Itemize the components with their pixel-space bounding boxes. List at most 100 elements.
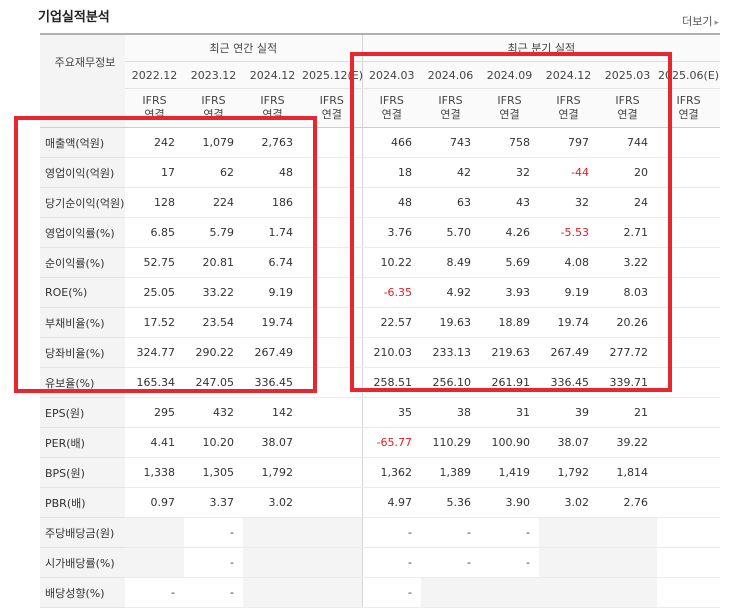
period-header: 2025.06(E) <box>657 61 721 89</box>
table-cell: 6.74 <box>243 247 302 278</box>
table-cell <box>302 307 363 338</box>
table-cell <box>480 577 540 608</box>
table-cell: 258.51 <box>362 367 422 398</box>
table-cell: 32 <box>480 157 540 188</box>
ifrs-line2: 연결 <box>617 108 638 121</box>
row-label: 유보율(%) <box>40 367 125 398</box>
table-cell <box>302 577 363 608</box>
table-cell: 142 <box>243 397 302 428</box>
table-cell: - <box>421 547 481 578</box>
table-row: PBR(배) 0.97 3.37 3.02 4.97 5.36 3.90 3.02 2.76 <box>40 487 721 518</box>
more-link[interactable]: 더보기 ▸ <box>682 13 719 29</box>
table-body: 매출액(억원) 242 1,079 2,763 466 743 758 797 744 영업이익(… <box>40 127 721 608</box>
table-cell <box>243 547 302 578</box>
table-cell: 9.19 <box>243 277 302 308</box>
table-cell: 1,792 <box>243 457 302 488</box>
table-cell: 339.71 <box>598 367 658 398</box>
table-cell: 25.05 <box>125 277 184 308</box>
table-cell: 10.22 <box>362 247 422 278</box>
table-cell: 758 <box>480 127 540 158</box>
table-cell: 1.74 <box>243 217 302 248</box>
table-cell: 186 <box>243 187 302 218</box>
table-cell <box>539 547 599 578</box>
row-label: PER(배) <box>40 427 125 458</box>
table-cell: 5.79 <box>184 217 243 248</box>
ifrs-line2: 연결 <box>321 108 342 121</box>
table-cell: 2,763 <box>243 127 302 158</box>
table-cell <box>302 247 363 278</box>
table-cell: 110.29 <box>421 427 481 458</box>
table-cell: 295 <box>125 397 184 428</box>
table-cell: 38 <box>421 397 481 428</box>
ifrs-line2: 연결 <box>440 108 461 121</box>
ifrs-line1: IFRS <box>615 94 640 107</box>
table-cell <box>657 517 721 548</box>
table-cell: 43 <box>480 187 540 218</box>
table-cell <box>657 217 721 248</box>
table-cell: 38.07 <box>539 427 599 458</box>
table-cell: 23.54 <box>184 307 243 338</box>
chevron-right-icon: ▸ <box>714 18 719 28</box>
table-cell: 20.26 <box>598 307 658 338</box>
row-label: 영업이익률(%) <box>40 217 125 248</box>
table-cell: 219.63 <box>480 337 540 368</box>
section-title: 기업실적분석 <box>38 10 110 25</box>
table-cell: - <box>362 547 422 578</box>
table-row: 영업이익률(%) 6.85 5.79 1.74 3.76 5.70 4.26 -5.53 2.7… <box>40 217 721 248</box>
table-cell: -65.77 <box>362 427 422 458</box>
row-label: 매출액(억원) <box>40 127 125 158</box>
table-cell: 128 <box>125 187 184 218</box>
period-row: 2022.12 2023.12 2024.12 2025.12(E) 2024.03 20… <box>40 61 721 89</box>
group-header-row: 주요재무정보 최근 연간 실적 최근 분기 실적 <box>40 33 721 89</box>
table-cell: 4.08 <box>539 247 599 278</box>
table-cell <box>657 577 721 608</box>
table-cell: - <box>421 517 481 548</box>
table-cell: 4.97 <box>362 487 422 518</box>
period-header: 2024.09 <box>480 61 540 89</box>
table-cell: 18 <box>362 157 422 188</box>
table-row: 순이익률(%) 52.75 20.81 6.74 10.22 8.49 5.69 4.08 3.… <box>40 247 721 278</box>
table-row: EPS(원) 295 432 142 35 38 31 39 21 <box>40 397 721 428</box>
financial-table: 주요재무정보 최근 연간 실적 최근 분기 실적 2022.12 2023.12 2… <box>40 33 721 608</box>
table-cell: 10.20 <box>184 427 243 458</box>
table-cell: 3.02 <box>539 487 599 518</box>
period-header: 2024.12 <box>243 61 302 89</box>
table-cell <box>302 427 363 458</box>
table-cell: 17.52 <box>125 307 184 338</box>
row-label: PBR(배) <box>40 487 125 518</box>
table-cell: 19.63 <box>421 307 481 338</box>
table-cell: 62 <box>184 157 243 188</box>
ifrs-badge: IFRS 연결 <box>184 88 243 128</box>
table-cell: 336.45 <box>539 367 599 398</box>
table-cell <box>243 517 302 548</box>
ifrs-line1: IFRS <box>379 94 404 107</box>
table-row: 당좌비율(%) 324.77 290.22 267.49 210.03 233.13 219… <box>40 337 721 368</box>
table-cell <box>657 277 721 308</box>
table-cell <box>302 157 363 188</box>
table-row: 부채비율(%) 17.52 23.54 19.74 22.57 19.63 18.89 19.… <box>40 307 721 338</box>
table-cell: 165.34 <box>125 367 184 398</box>
row-label: 부채비율(%) <box>40 307 125 338</box>
table-cell: 24 <box>598 187 658 218</box>
table-cell: 256.10 <box>421 367 481 398</box>
table-cell: 48 <box>243 157 302 188</box>
table-cell: 100.90 <box>480 427 540 458</box>
table-cell: 19.74 <box>243 307 302 338</box>
table-cell: 1,792 <box>539 457 599 488</box>
ifrs-badge: IFRS 연결 <box>657 88 721 128</box>
table-cell <box>657 157 721 188</box>
ifrs-badge: IFRS 연결 <box>421 88 481 128</box>
table-cell: 21 <box>598 397 658 428</box>
ifrs-badge: IFRS 연결 <box>539 88 599 128</box>
table-cell: 6.85 <box>125 217 184 248</box>
table-cell: -44 <box>539 157 599 188</box>
ifrs-row: IFRS 연결 IFRS 연결 IFRS 연결 IFRS 연결 IFRS 연결 IFRS 연결 IFRS… <box>40 88 721 128</box>
table-cell: 4.92 <box>421 277 481 308</box>
table-cell: 224 <box>184 187 243 218</box>
table-cell: - <box>184 547 243 578</box>
table-row: BPS(원) 1,338 1,305 1,792 1,362 1,389 1,419 1,79… <box>40 457 721 488</box>
table-cell <box>657 487 721 518</box>
row-label: ROE(%) <box>40 277 125 308</box>
ifrs-line1: IFRS <box>556 94 581 107</box>
table-cell: 48 <box>362 187 422 218</box>
